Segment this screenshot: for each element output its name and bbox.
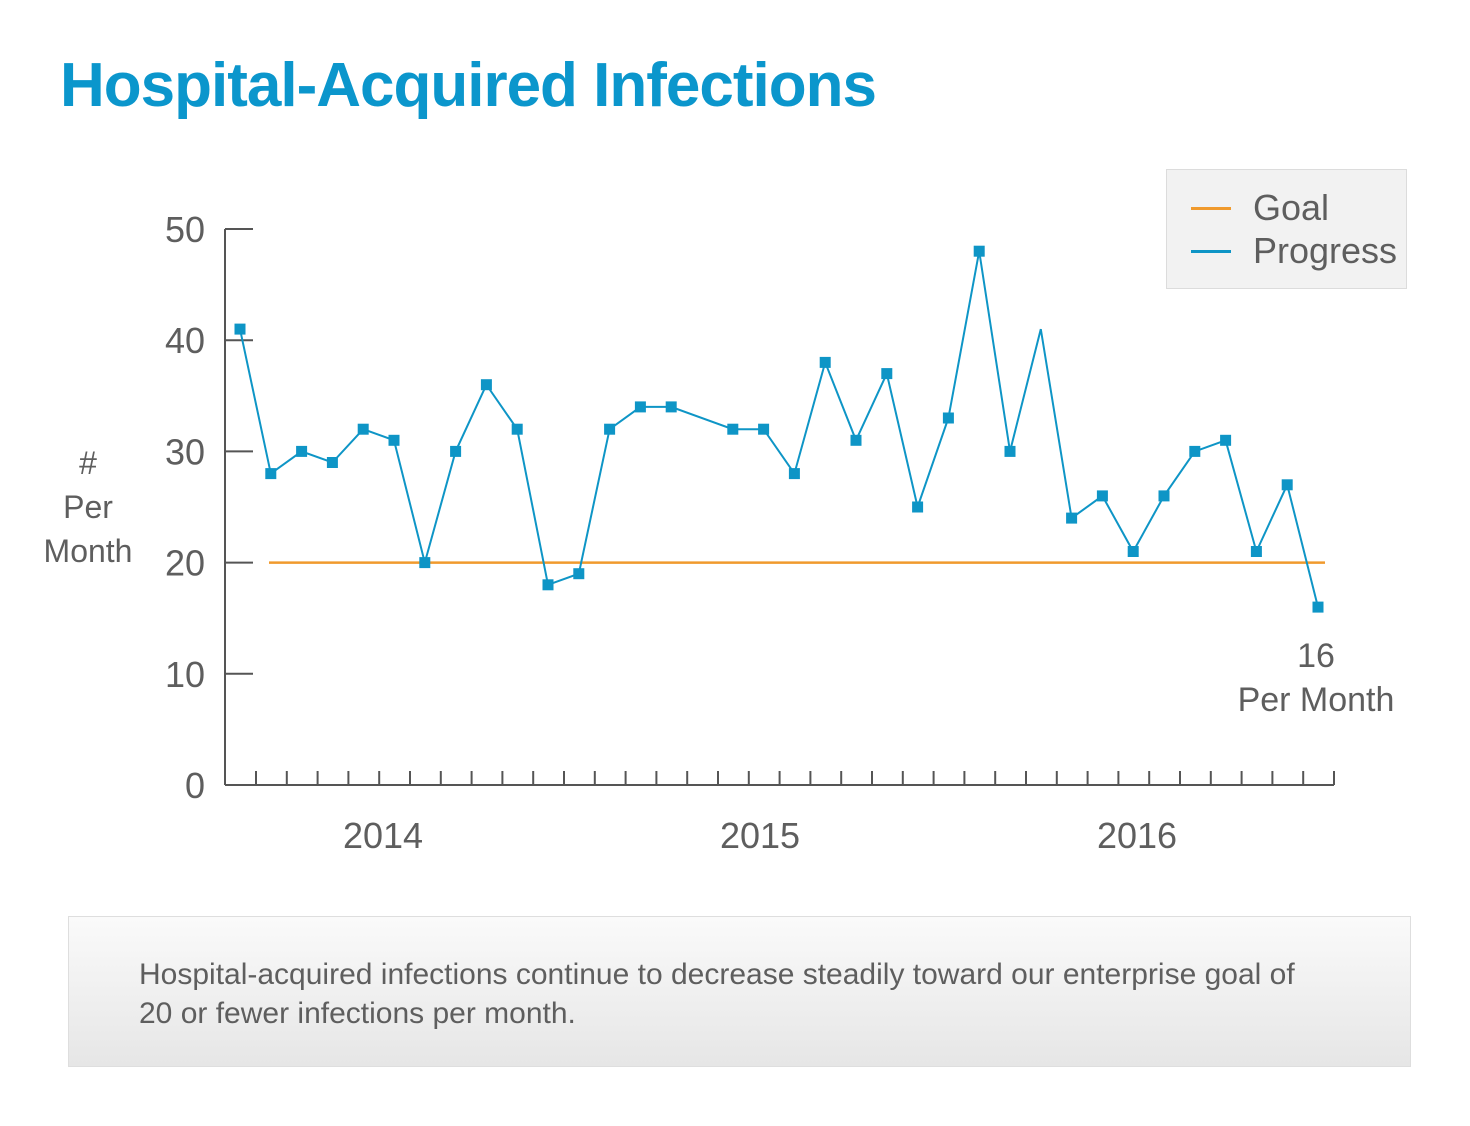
progress-point — [727, 423, 739, 435]
progress-point — [265, 468, 277, 480]
progress-point — [573, 568, 585, 580]
chart-caption: Hospital-acquired infections continue to… — [68, 916, 1411, 1067]
progress-point — [665, 401, 677, 413]
progress-point — [450, 445, 462, 457]
y-tick-label: 40 — [165, 320, 205, 361]
progress-point — [604, 423, 616, 435]
progress-point — [1312, 601, 1324, 613]
progress-point — [912, 501, 924, 513]
progress-point — [234, 323, 246, 335]
chart-legend: Goal Progress — [1166, 169, 1407, 289]
y-tick-label: 30 — [165, 431, 205, 472]
y-tick-label: 50 — [165, 209, 205, 250]
progress-series — [234, 245, 1324, 613]
progress-point — [1220, 434, 1232, 446]
y-axis-label-line-3: Month — [44, 533, 133, 569]
progress-point — [357, 423, 369, 435]
chart-axes: 0 10 20 30 40 50 2014 2015 2016 — [165, 209, 1335, 856]
x-tick-label: 2014 — [343, 815, 423, 856]
progress-point — [388, 434, 400, 446]
progress-point — [1066, 512, 1078, 524]
y-tick-label: 0 — [185, 765, 205, 806]
progress-point — [942, 412, 954, 424]
annotation-value: 16 — [1297, 637, 1335, 675]
annotation-text: Per Month — [1238, 681, 1395, 719]
legend-item-progress: Progress — [1191, 231, 1397, 271]
x-tick-label: 2015 — [720, 815, 800, 856]
progress-point — [1281, 479, 1293, 491]
progress-point — [1158, 490, 1170, 502]
progress-point — [1004, 445, 1016, 457]
y-tick-label: 10 — [165, 654, 205, 695]
y-axis-label-line-1: # — [79, 445, 97, 481]
progress-point — [819, 356, 831, 368]
progress-point — [511, 423, 523, 435]
legend-item-goal: Goal — [1191, 188, 1329, 228]
progress-point — [326, 457, 338, 468]
progress-point — [850, 434, 862, 446]
progress-point — [542, 579, 554, 591]
progress-line — [239, 251, 1319, 608]
progress-point — [419, 557, 431, 569]
chart-plot: 0 10 20 30 40 50 2014 2015 2016 # Per Month 16 P… — [44, 209, 1395, 856]
progress-point — [758, 423, 770, 435]
progress-point — [1189, 445, 1201, 457]
legend-swatch-progress — [1191, 249, 1231, 253]
chart-title: Hospital-Acquired Infections — [60, 51, 877, 120]
progress-point — [634, 401, 646, 413]
legend-swatch-goal — [1191, 206, 1231, 210]
x-tick-label: 2016 — [1097, 815, 1177, 856]
progress-point — [1250, 546, 1262, 557]
legend-label-progress: Progress — [1253, 230, 1398, 271]
progress-point — [973, 245, 985, 257]
y-tick-label: 20 — [165, 543, 205, 584]
y-axis-label-line-2: Per — [63, 489, 113, 525]
progress-point — [1127, 546, 1139, 557]
progress-point — [881, 368, 893, 380]
progress-point — [296, 445, 308, 457]
legend-label-goal: Goal — [1253, 187, 1330, 228]
progress-point — [788, 468, 800, 480]
axis-labels: # Per Month 16 Per Month — [44, 445, 1395, 719]
progress-point — [480, 379, 492, 391]
progress-point — [1096, 490, 1108, 502]
